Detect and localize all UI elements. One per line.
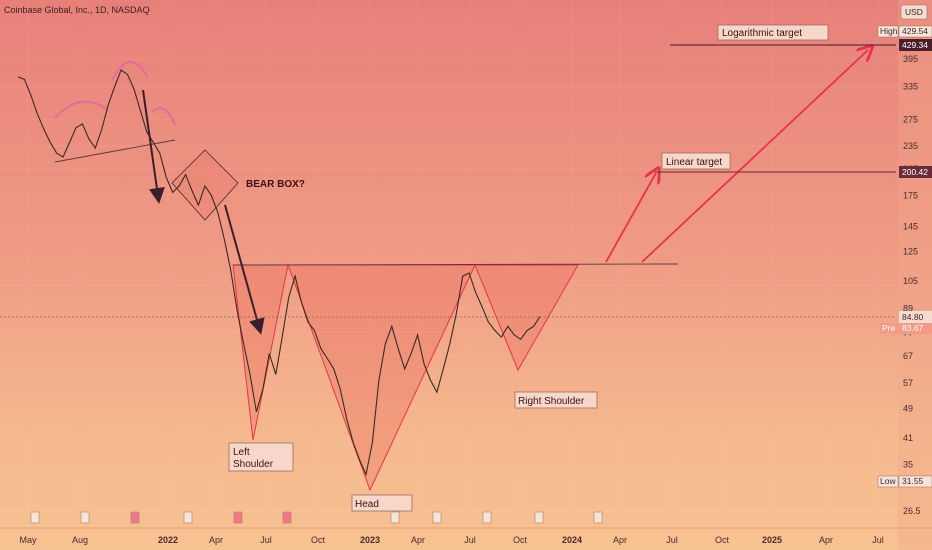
event-marker[interactable] [30, 511, 40, 524]
svg-text:Shoulder: Shoulder [233, 459, 274, 470]
left-shoulder-label: Left Shoulder [228, 442, 294, 472]
x-tick-label: Jul [872, 535, 884, 545]
bear-box-label: BEAR BOX? [246, 179, 305, 190]
svg-text:USD: USD [905, 7, 923, 17]
svg-text:84.80: 84.80 [902, 312, 924, 322]
x-tick-label: 2023 [360, 535, 380, 545]
svg-text:429.34: 429.34 [902, 40, 928, 50]
svg-text:Low: Low [880, 476, 896, 486]
event-marker[interactable] [80, 511, 90, 524]
y-axis-background [898, 0, 932, 550]
event-marker[interactable] [534, 511, 544, 524]
event-marker[interactable] [183, 511, 193, 524]
x-tick-label: Apr [613, 535, 627, 545]
down-arrow-1 [142, 89, 165, 204]
x-tick-label: Jul [666, 535, 678, 545]
y-tick-label: 235 [903, 141, 918, 151]
event-marker[interactable] [130, 511, 140, 524]
svg-text:429.54: 429.54 [902, 26, 928, 36]
x-tick-label: Oct [715, 535, 730, 545]
svg-text:High: High [880, 26, 898, 36]
log-target-price-tag: 429.34 [899, 39, 932, 51]
svg-text:BEAR BOX?: BEAR BOX? [246, 179, 305, 190]
high-tag: High 429.54 [877, 25, 932, 38]
event-markers [30, 511, 603, 524]
y-tick-label: 89 [903, 303, 913, 313]
svg-text:Pre: Pre [882, 323, 896, 333]
y-tick-label: 67 [903, 351, 913, 361]
top-arc [111, 61, 149, 81]
y-tick-label: 125 [903, 247, 918, 257]
event-marker[interactable] [432, 511, 442, 524]
x-tick-label: Jul [260, 535, 272, 545]
x-tick-label: May [19, 535, 37, 545]
x-tick-label: 2022 [158, 535, 178, 545]
y-tick-label: 57 [903, 378, 913, 388]
svg-text:Linear target: Linear target [666, 157, 722, 168]
event-marker[interactable] [282, 511, 292, 524]
y-tick-label: 395 [903, 54, 918, 64]
neckline [232, 263, 679, 266]
price-line [17, 69, 541, 477]
log-target-label: Logarithmic target [717, 24, 829, 41]
y-tick-label: 105 [903, 276, 918, 286]
y-tick-label: 35 [903, 460, 913, 470]
svg-text:Left: Left [233, 447, 250, 458]
svg-text:Logarithmic target: Logarithmic target [722, 28, 802, 39]
svg-text:31.55: 31.55 [902, 476, 924, 486]
linear-target-arrow [605, 173, 656, 263]
y-tick-label: 49 [903, 403, 913, 413]
x-tick-label: Apr [209, 535, 223, 545]
grid-lines [0, 0, 898, 528]
x-tick-label: Oct [311, 535, 326, 545]
y-tick-label: 175 [903, 190, 918, 200]
down-arrow-2 [224, 204, 265, 335]
event-marker[interactable] [390, 511, 400, 524]
right-arc [151, 107, 176, 126]
bear-box [171, 149, 239, 221]
y-tick-label: 275 [903, 115, 918, 125]
chart-title: Coinbase Global, Inc., 1D, NASDAQ [4, 5, 150, 15]
x-axis: May Aug 2022 Apr Jul Oct 2023 Apr Jul Oct 2024 Apr J… [19, 535, 883, 545]
svg-text:Head: Head [355, 499, 379, 510]
currency-badge[interactable]: USD [900, 4, 928, 20]
right-shoulder-label: Right Shoulder [514, 391, 598, 409]
svg-text:83.67: 83.67 [902, 323, 924, 333]
event-marker[interactable] [593, 511, 603, 524]
linear-target-price-tag: 200.42 [899, 166, 932, 178]
last-price-tag: 84.80 [899, 311, 932, 323]
x-tick-label: Oct [513, 535, 528, 545]
x-tick-label: Aug [72, 535, 88, 545]
y-tick-label: 41 [903, 433, 913, 443]
x-tick-label: Apr [411, 535, 425, 545]
early-neckline [54, 139, 176, 163]
y-tick-label: 26.5 [903, 506, 921, 516]
x-tick-label: Jul [464, 535, 476, 545]
x-tick-label: 2024 [562, 535, 582, 545]
head-label: Head [351, 494, 413, 512]
log-target-arrow [641, 50, 868, 263]
low-tag: Low 31.55 [877, 475, 932, 488]
y-tick-label: 145 [903, 222, 918, 232]
event-marker[interactable] [482, 511, 492, 524]
head-and-shoulders-pattern [232, 263, 579, 492]
event-marker[interactable] [233, 511, 243, 524]
left-arc [54, 100, 109, 119]
linear-target-label: Linear target [661, 152, 731, 170]
x-tick-label: Apr [819, 535, 833, 545]
premarket-tag: Pre 83.67 [880, 323, 932, 334]
y-tick-label: 335 [903, 82, 918, 92]
svg-text:Right Shoulder: Right Shoulder [518, 396, 585, 407]
x-tick-label: 2025 [762, 535, 782, 545]
svg-text:200.42: 200.42 [902, 167, 928, 177]
